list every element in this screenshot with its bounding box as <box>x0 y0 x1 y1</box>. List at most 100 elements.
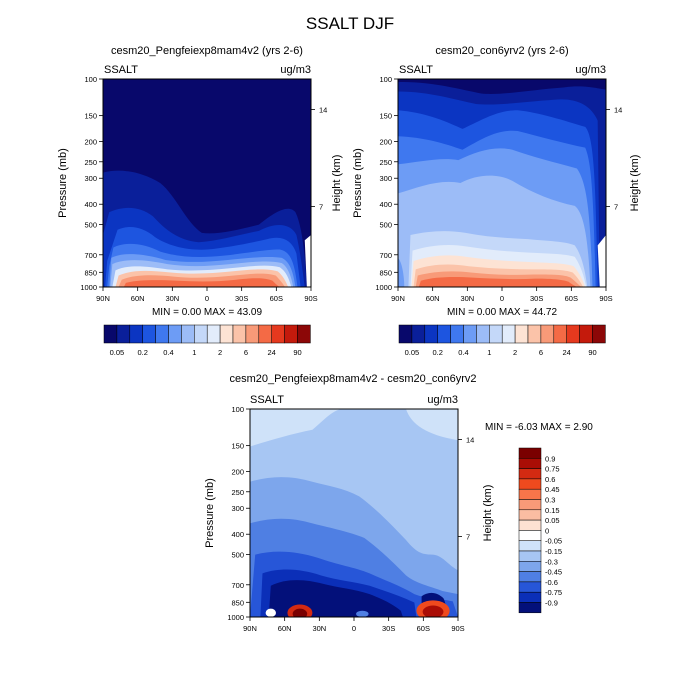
colorbar-box <box>437 324 451 344</box>
panel-right: cesm20_con6yrv2 (yrs 2-6) SSALT ug/m3 Pr… <box>352 45 641 357</box>
contour-band <box>422 605 444 617</box>
y-axis-label: Pressure (mb) <box>204 478 216 548</box>
height-axis-label: Height (km) <box>482 485 494 542</box>
colorbar-box <box>206 324 221 344</box>
y-tick-label: 100 <box>84 75 97 84</box>
colorbar-box <box>518 468 542 480</box>
y-tick-label: 300 <box>84 174 97 183</box>
contour-band <box>356 610 369 617</box>
colorbar-label: 0.4 <box>458 348 468 357</box>
colorbar-box <box>518 561 542 572</box>
colorbar-box <box>518 499 542 511</box>
colorbar-label: 0.9 <box>545 454 555 463</box>
colorbar-box <box>518 591 542 603</box>
height-tick-label: 7 <box>319 202 323 211</box>
colorbar-box <box>518 550 542 562</box>
colorbar-label: 90 <box>588 348 596 357</box>
colorbar-label: 0.2 <box>137 348 147 357</box>
y-tick-label: 400 <box>379 200 392 209</box>
colorbar-box <box>518 530 542 541</box>
y-tick-label: 850 <box>379 268 392 277</box>
contour-band <box>304 235 311 287</box>
colorbar-box <box>518 458 542 469</box>
height-tick-label: 14 <box>614 105 622 114</box>
colorbar-label: 0.05 <box>545 516 560 525</box>
colorbar-box <box>129 324 143 344</box>
colorbar-label: -0.6 <box>545 578 558 587</box>
colorbar-box <box>553 324 567 344</box>
colorbar-box <box>518 478 542 490</box>
y-tick-label: 200 <box>231 468 244 477</box>
axes: 100 150 200 250 300 400 500 700 850 1000 90N 60N 30N… <box>227 405 474 633</box>
panel-difference: cesm20_Pengfeiexp8mam4v2 - cesm20_con6yr… <box>204 373 593 633</box>
colorbar-box <box>194 324 208 344</box>
y-tick-label: 500 <box>84 220 97 229</box>
colorbar-box <box>155 324 169 344</box>
colorbar-label: -0.9 <box>545 599 558 608</box>
colorbar-label: 6 <box>244 348 248 357</box>
colorbar-box <box>411 324 426 344</box>
colorbar-label: -0.05 <box>545 537 562 546</box>
colorbar-box <box>142 324 156 344</box>
colorbar-box <box>424 324 438 344</box>
contour-plot <box>102 78 312 288</box>
var-label: SSALT <box>399 64 433 76</box>
x-tick-label: 90S <box>304 294 317 303</box>
x-tick-label: 0 <box>500 294 504 303</box>
colorbar-box <box>489 324 503 344</box>
colorbar-box <box>232 324 247 344</box>
colorbar-box <box>518 602 542 614</box>
colorbar-box <box>284 324 298 344</box>
colorbar-label: 0.3 <box>545 496 555 505</box>
y-tick-label: 250 <box>231 488 244 497</box>
contour-band <box>265 608 276 617</box>
y-tick-label: 300 <box>379 174 392 183</box>
y-tick-label: 700 <box>379 251 392 260</box>
y-tick-label: 250 <box>379 158 392 167</box>
colorbar-label: 0.2 <box>432 348 442 357</box>
y-tick-label: 850 <box>231 598 244 607</box>
y-tick-label: 150 <box>379 112 392 121</box>
colorbar-box <box>566 324 580 344</box>
colorbar-box <box>518 571 542 583</box>
x-tick-label: 0 <box>205 294 209 303</box>
x-tick-label: 30N <box>165 294 179 303</box>
var-label: SSALT <box>250 394 284 406</box>
colorbar-label: 1 <box>192 348 196 357</box>
x-tick-label: 60S <box>565 294 578 303</box>
y-tick-label: 200 <box>84 138 97 147</box>
y-tick-label: 500 <box>231 550 244 559</box>
colorbar-label: 0 <box>545 526 549 535</box>
colorbar-box <box>518 509 542 521</box>
x-tick-label: 90S <box>599 294 612 303</box>
colorbar-box <box>116 324 131 344</box>
height-axis-label: Height (km) <box>331 155 343 212</box>
y-tick-label: 1000 <box>375 283 392 292</box>
y-tick-label: 1000 <box>227 613 244 622</box>
y-tick-label: 200 <box>379 138 392 147</box>
height-tick-label: 14 <box>319 105 327 114</box>
y-tick-label: 500 <box>379 220 392 229</box>
colorbar-box <box>450 324 464 344</box>
colorbar-label: 0.05 <box>110 348 125 357</box>
stats-text: MIN = -6.03 MAX = 2.90 <box>485 422 593 433</box>
colorbar-label: 1 <box>487 348 491 357</box>
y-tick-label: 150 <box>231 442 244 451</box>
colorbar-box <box>463 324 477 344</box>
contour-plot <box>249 408 459 618</box>
contour-band <box>406 409 458 441</box>
y-tick-label: 100 <box>231 405 244 414</box>
contour-band <box>418 277 577 287</box>
x-tick-label: 90N <box>96 294 110 303</box>
x-tick-label: 60S <box>417 624 430 633</box>
panel-title: cesm20_con6yrv2 (yrs 2-6) <box>435 45 568 57</box>
x-tick-label: 60N <box>278 624 292 633</box>
var-label: SSALT <box>104 64 138 76</box>
units-label: ug/m3 <box>427 394 458 406</box>
y-tick-label: 100 <box>379 75 392 84</box>
colorbar-box <box>501 324 516 344</box>
colorbar-label: 0.15 <box>545 506 560 515</box>
colorbar-label: -0.75 <box>545 588 562 597</box>
colorbar-box <box>518 581 542 593</box>
colorbar: 0.9 0.750.60.45 0.30.150.050 -0.05-0.15-0.3… <box>518 447 562 614</box>
